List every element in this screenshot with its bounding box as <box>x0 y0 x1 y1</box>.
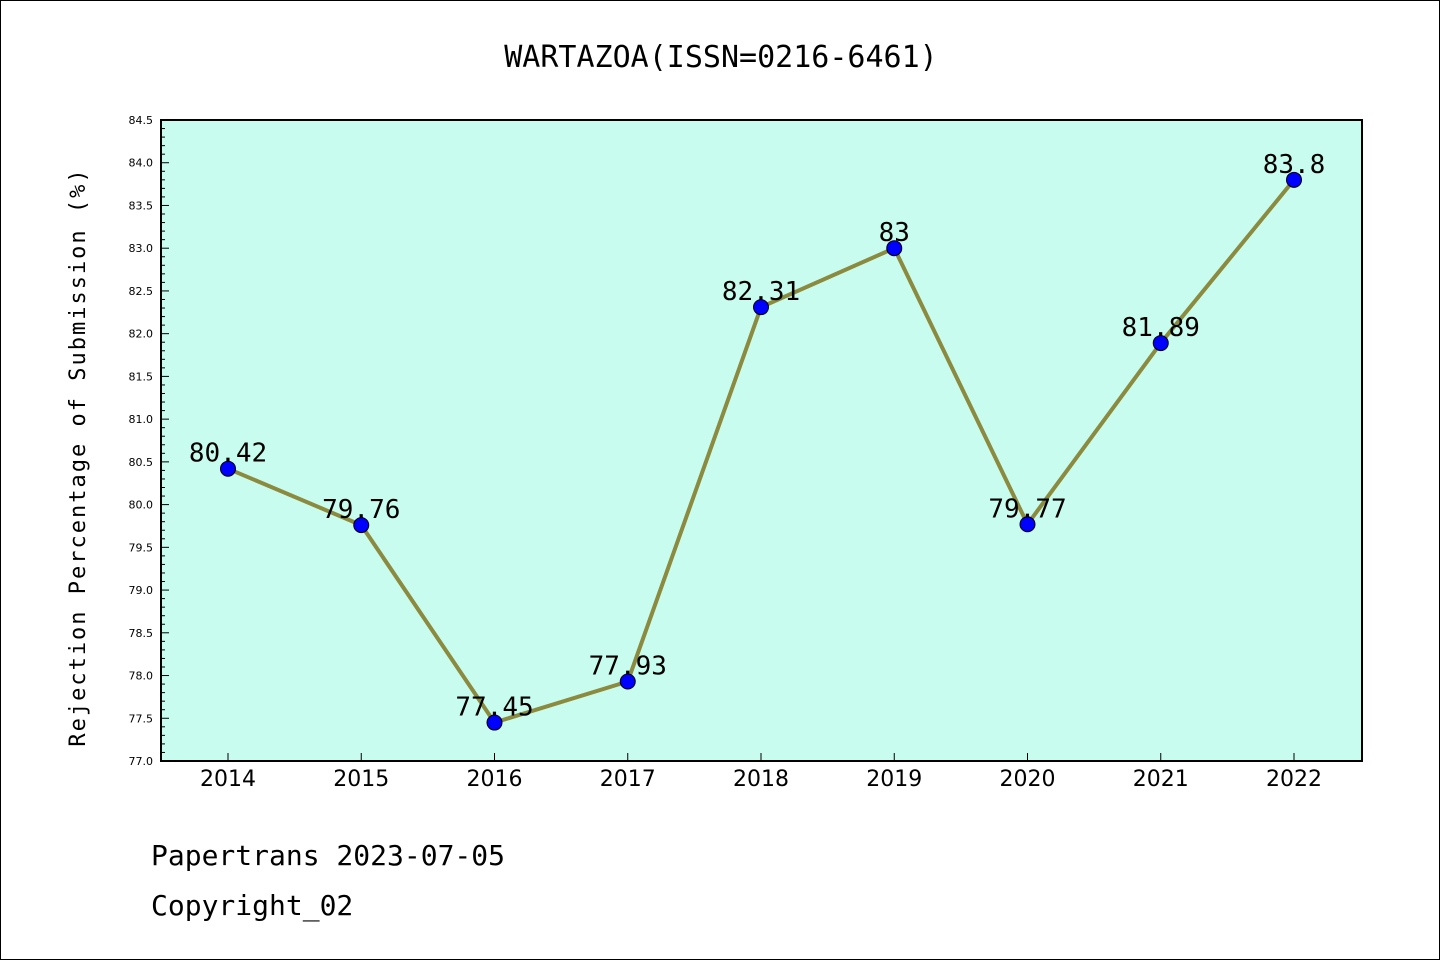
y-tick-label: 79.5 <box>129 541 154 554</box>
data-point <box>619 673 636 690</box>
y-tick-label: 80.0 <box>129 499 154 512</box>
data-point <box>1286 171 1302 188</box>
y-tick-label: 83.0 <box>129 242 154 255</box>
y-tick-label: 82.5 <box>129 285 154 298</box>
y-tick-label: 77.0 <box>129 755 154 768</box>
x-tick-label: 2021 <box>1133 767 1189 792</box>
y-tick-label: 80.5 <box>129 456 154 469</box>
x-tick-label: 2019 <box>866 767 922 792</box>
y-tick-label: 77.5 <box>129 712 154 725</box>
y-tick-label: 82.0 <box>129 328 154 341</box>
data-point <box>220 460 236 477</box>
data-label: 79.77 <box>988 494 1066 524</box>
data-label: 82.31 <box>722 277 800 307</box>
data-labels: 80.42 79.76 77.45 77.93 82.31 83 79.77 81.89 83.… <box>189 150 1325 723</box>
x-tick-label: 2015 <box>333 767 389 792</box>
y-tick-label: 78.0 <box>129 670 154 683</box>
y-tick-label: 78.5 <box>129 627 154 640</box>
x-tick-label: 2016 <box>467 767 523 792</box>
data-point <box>1019 516 1036 533</box>
data-label: 81.89 <box>1122 313 1200 343</box>
data-point <box>886 240 903 257</box>
chart-title: WARTAZOA(ISSN=0216-6461) <box>504 40 937 75</box>
footer-copyright: Copyright_02 <box>151 889 353 923</box>
data-point <box>1152 335 1169 352</box>
y-tick-label: 81.0 <box>129 413 154 426</box>
x-tick-label: 2017 <box>600 767 656 792</box>
y-tick-label: 84.0 <box>129 157 154 170</box>
y-axis-label: Rejection Percentage of Submission (%) <box>66 167 91 746</box>
data-point <box>753 299 769 316</box>
data-point <box>353 517 370 534</box>
x-tick-label: 2014 <box>200 767 256 792</box>
y-tick-label: 83.5 <box>129 199 154 212</box>
y-tick-label: 81.5 <box>129 370 154 383</box>
x-tick-label: 2018 <box>733 767 789 792</box>
data-point <box>486 714 503 731</box>
footer-date: Papertrans 2023-07-05 <box>151 839 505 872</box>
data-label: 83.8 <box>1263 150 1326 180</box>
data-label: 77.45 <box>455 693 533 723</box>
x-axis-ticks: 2014 2015 2016 2017 2018 2019 2020 2021 2022 <box>200 753 1322 792</box>
y-tick-label: 79.0 <box>129 584 154 597</box>
data-label: 79.76 <box>322 495 400 525</box>
data-points <box>220 171 1302 731</box>
data-label: 77.93 <box>589 652 667 682</box>
y-axis-ticks: 77.0 77.5 78.0 78.5 79.0 79.5 80.0 80.5 81.0 81.5… <box>129 114 169 768</box>
data-label: 83 <box>879 218 910 248</box>
y-tick-label: 84.5 <box>129 114 154 127</box>
x-tick-label: 2020 <box>1000 767 1056 792</box>
data-label: 80.42 <box>189 439 267 469</box>
x-tick-label: 2022 <box>1266 767 1322 792</box>
plot-area <box>160 119 1363 762</box>
